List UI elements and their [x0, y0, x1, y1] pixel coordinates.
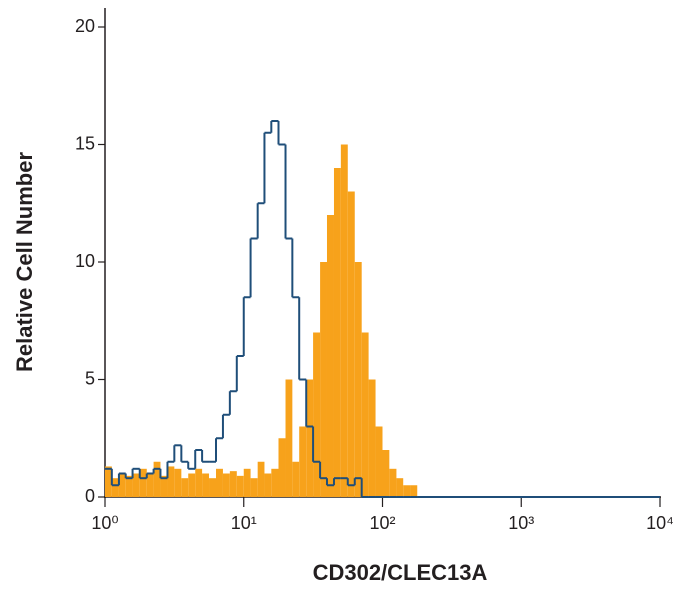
x-tick-label: 10⁴ — [646, 513, 674, 533]
x-tick-label: 10³ — [508, 513, 534, 533]
bar — [292, 461, 300, 497]
bar — [132, 473, 140, 497]
x-tick-label: 10² — [369, 513, 395, 533]
bar — [278, 438, 286, 497]
bar — [111, 478, 119, 497]
bar — [354, 262, 362, 497]
bar — [229, 471, 237, 497]
bar — [285, 379, 293, 497]
bar — [320, 262, 327, 497]
bar — [174, 468, 182, 497]
x-axis-title: CD302/CLEC13A — [313, 560, 488, 585]
bar — [202, 473, 210, 497]
bar — [313, 332, 321, 497]
bar — [340, 144, 348, 497]
bar — [361, 332, 369, 497]
bar — [375, 426, 383, 497]
bar — [396, 478, 404, 497]
bar — [347, 191, 355, 497]
bar — [167, 466, 175, 497]
bar — [257, 461, 265, 497]
y-tick-label: 15 — [75, 133, 95, 153]
bar — [382, 450, 390, 497]
bar — [188, 473, 196, 497]
bar — [326, 215, 334, 497]
y-tick-label: 10 — [75, 251, 95, 271]
bar — [118, 473, 126, 497]
bar — [125, 475, 133, 497]
bar — [216, 468, 223, 497]
bar — [403, 485, 411, 497]
y-axis-title: Relative Cell Number — [12, 152, 37, 373]
y-tick-label: 0 — [85, 486, 95, 506]
bar — [236, 475, 244, 497]
bar — [368, 379, 376, 497]
bar — [195, 468, 203, 497]
bar — [389, 468, 397, 497]
bar — [153, 461, 161, 497]
bar — [160, 475, 168, 497]
bar — [243, 468, 251, 497]
bar — [250, 478, 258, 497]
bar — [333, 168, 341, 497]
bar — [299, 426, 307, 497]
bar — [105, 466, 112, 497]
bar — [306, 379, 314, 497]
bar — [271, 468, 279, 497]
x-tick-label: 10¹ — [231, 513, 257, 533]
bar — [222, 473, 230, 497]
bar — [209, 478, 217, 497]
bar — [139, 468, 147, 497]
y-tick-label: 5 — [85, 368, 95, 388]
bar — [410, 485, 418, 497]
bar — [181, 478, 189, 497]
y-tick-label: 20 — [75, 16, 95, 36]
x-tick-label: 10⁰ — [91, 513, 118, 533]
bar — [264, 473, 272, 497]
bar — [146, 473, 154, 497]
